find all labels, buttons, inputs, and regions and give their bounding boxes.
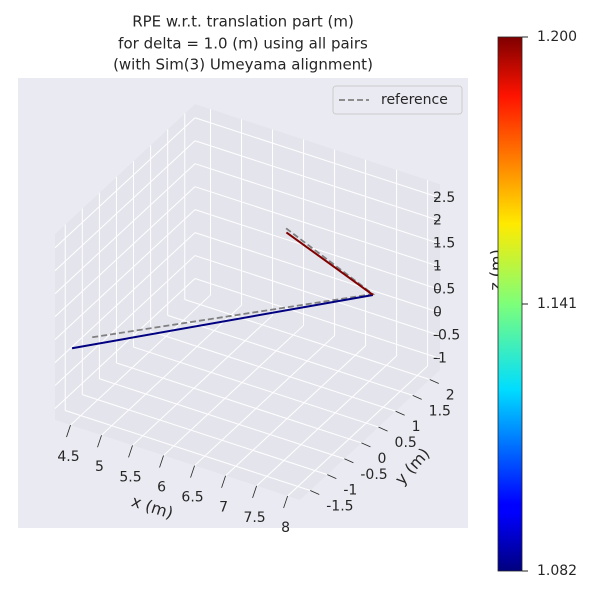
grid-line [194,335,335,466]
y-tick-label: -0.5 [360,467,387,483]
legend-label: reference [381,92,448,108]
grid-line [132,314,273,446]
grid-line [194,117,441,199]
colorbar: 1.082 1.141 1.200 [497,29,577,579]
y-tick-label: 0.5 [395,435,417,451]
grid-line [65,410,311,491]
grid-line [225,345,366,477]
grid-line [54,232,196,363]
grid-line [54,186,196,318]
grid-line [194,278,441,359]
title-line: (with Sim(3) Umeyama alignment) [113,56,373,74]
x-tick-label: 7.5 [243,510,265,526]
tick-mark [159,455,164,468]
grid-line [163,325,304,456]
trajectory-segment [285,231,374,296]
y-tick-label: -1 [343,483,357,499]
tick-mark [327,474,337,479]
grid-line [54,163,196,295]
tick-mark [97,435,102,448]
grid-line [150,330,396,412]
grid-line [194,255,441,337]
grid-line [194,209,441,291]
x-tick-label: 8 [281,520,290,536]
tick-mark [283,495,288,509]
title-line: RPE w.r.t. translation part (m) [132,13,354,31]
grid-line [54,209,196,340]
grid-line [256,355,397,487]
tick-mark [412,395,422,400]
z-tick-label: -0.5 [433,328,460,344]
x-tick-label: 7 [219,500,228,516]
x-tick-label: 4.5 [57,449,79,465]
colorbar-tick-label: 1.200 [537,29,577,45]
legend-box [332,85,463,115]
x-tick-label: 6 [157,479,166,495]
z-tick-label: 1.5 [433,236,455,252]
tick-mark [344,458,354,464]
tick-mark [361,442,371,448]
tick-mark [310,490,320,495]
y-tick-label: -1.5 [326,498,353,514]
trajectory-segment [71,293,374,350]
tick-mark [66,424,71,438]
grid-line [70,294,211,426]
grid-line [101,304,242,436]
grid-line [184,299,430,380]
colorbar-tick-label: 1.141 [537,296,577,312]
grid-line [194,140,441,222]
tick-mark [429,379,439,384]
grid-line [194,163,441,245]
z-tick-label: -1 [433,351,447,367]
z-tick-label: 0.5 [433,282,455,298]
title-line: for delta = 1.0 (m) using all pairs [118,35,368,53]
legend: reference [332,85,463,115]
grid-line [133,346,379,428]
grid-line [167,314,413,396]
x-tick-label: 5 [95,459,104,475]
x-tick-label: 6.5 [181,490,203,506]
tick-mark [252,485,257,498]
colorbar-tick-label: 1.082 [537,563,577,579]
grid-line [194,232,441,314]
y-tick-label: 2 [446,388,455,404]
z-tick-label: 0 [433,305,442,321]
colorbar-gradient [497,36,523,572]
z-tick-label: 1 [433,259,442,275]
z-tick-label: 2 [433,213,442,229]
plot-background [18,78,468,528]
y-tick-label: 1.5 [429,403,451,419]
tick-mark [221,475,226,488]
grid-line [194,186,441,268]
y-tick-label: 0 [377,451,386,467]
grid-line [99,378,345,460]
grid-line [82,394,328,476]
grid-line [287,365,428,497]
z-tick-label: 2.5 [433,190,455,206]
tick-mark [395,410,405,416]
y-tick-label: 1 [412,419,421,435]
tick-mark [128,445,133,458]
tick-mark [190,465,195,478]
grid-line [116,362,362,444]
grid-line [54,278,196,409]
grid-line [54,140,196,272]
grid-line [54,255,196,386]
grid-line [54,117,196,249]
x-tick-label: 5.5 [119,469,141,485]
tick-mark [378,426,388,432]
